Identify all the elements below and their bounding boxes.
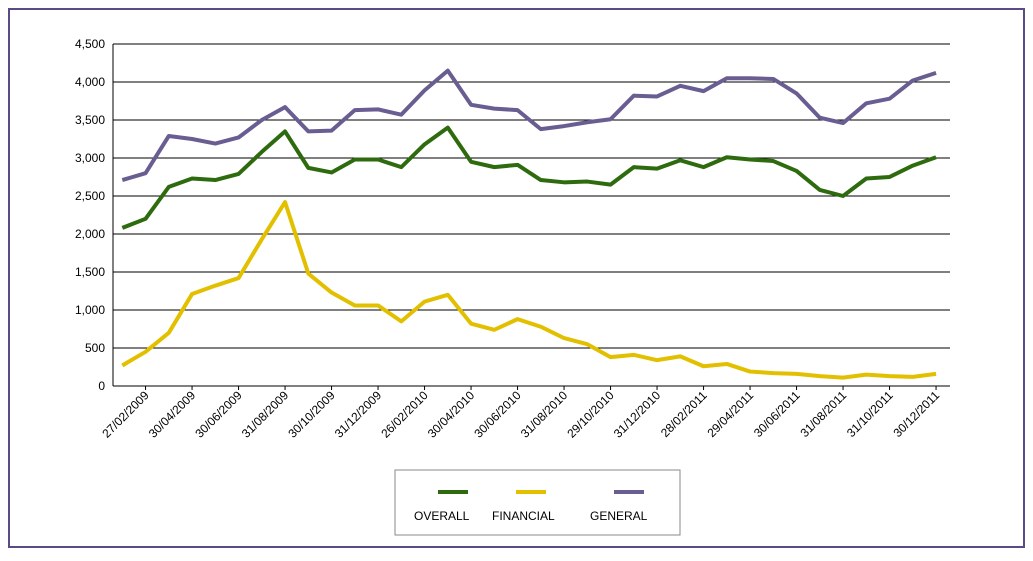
y-tick-label: 3,000 xyxy=(75,151,105,165)
legend-box xyxy=(394,469,681,536)
y-tick-label: 2,500 xyxy=(75,189,105,203)
y-tick-label: 0 xyxy=(98,379,105,393)
line-series xyxy=(121,68,937,182)
y-tick-label: 3,500 xyxy=(75,113,105,127)
line-series xyxy=(121,200,937,380)
legend-label: FINANCIAL xyxy=(492,509,555,523)
y-tick-label: 4,000 xyxy=(75,75,105,89)
legend-label: OVERALL xyxy=(414,509,470,523)
frame xyxy=(8,8,1025,548)
line-series xyxy=(121,125,937,230)
y-tick-label: 2,000 xyxy=(75,227,105,241)
y-tick-label: 4,500 xyxy=(75,37,105,51)
y-tick-label: 1,500 xyxy=(75,265,105,279)
legend-label: GENERAL xyxy=(590,509,648,523)
y-tick-label: 500 xyxy=(85,341,105,355)
y-tick-label: 1,000 xyxy=(75,303,105,317)
